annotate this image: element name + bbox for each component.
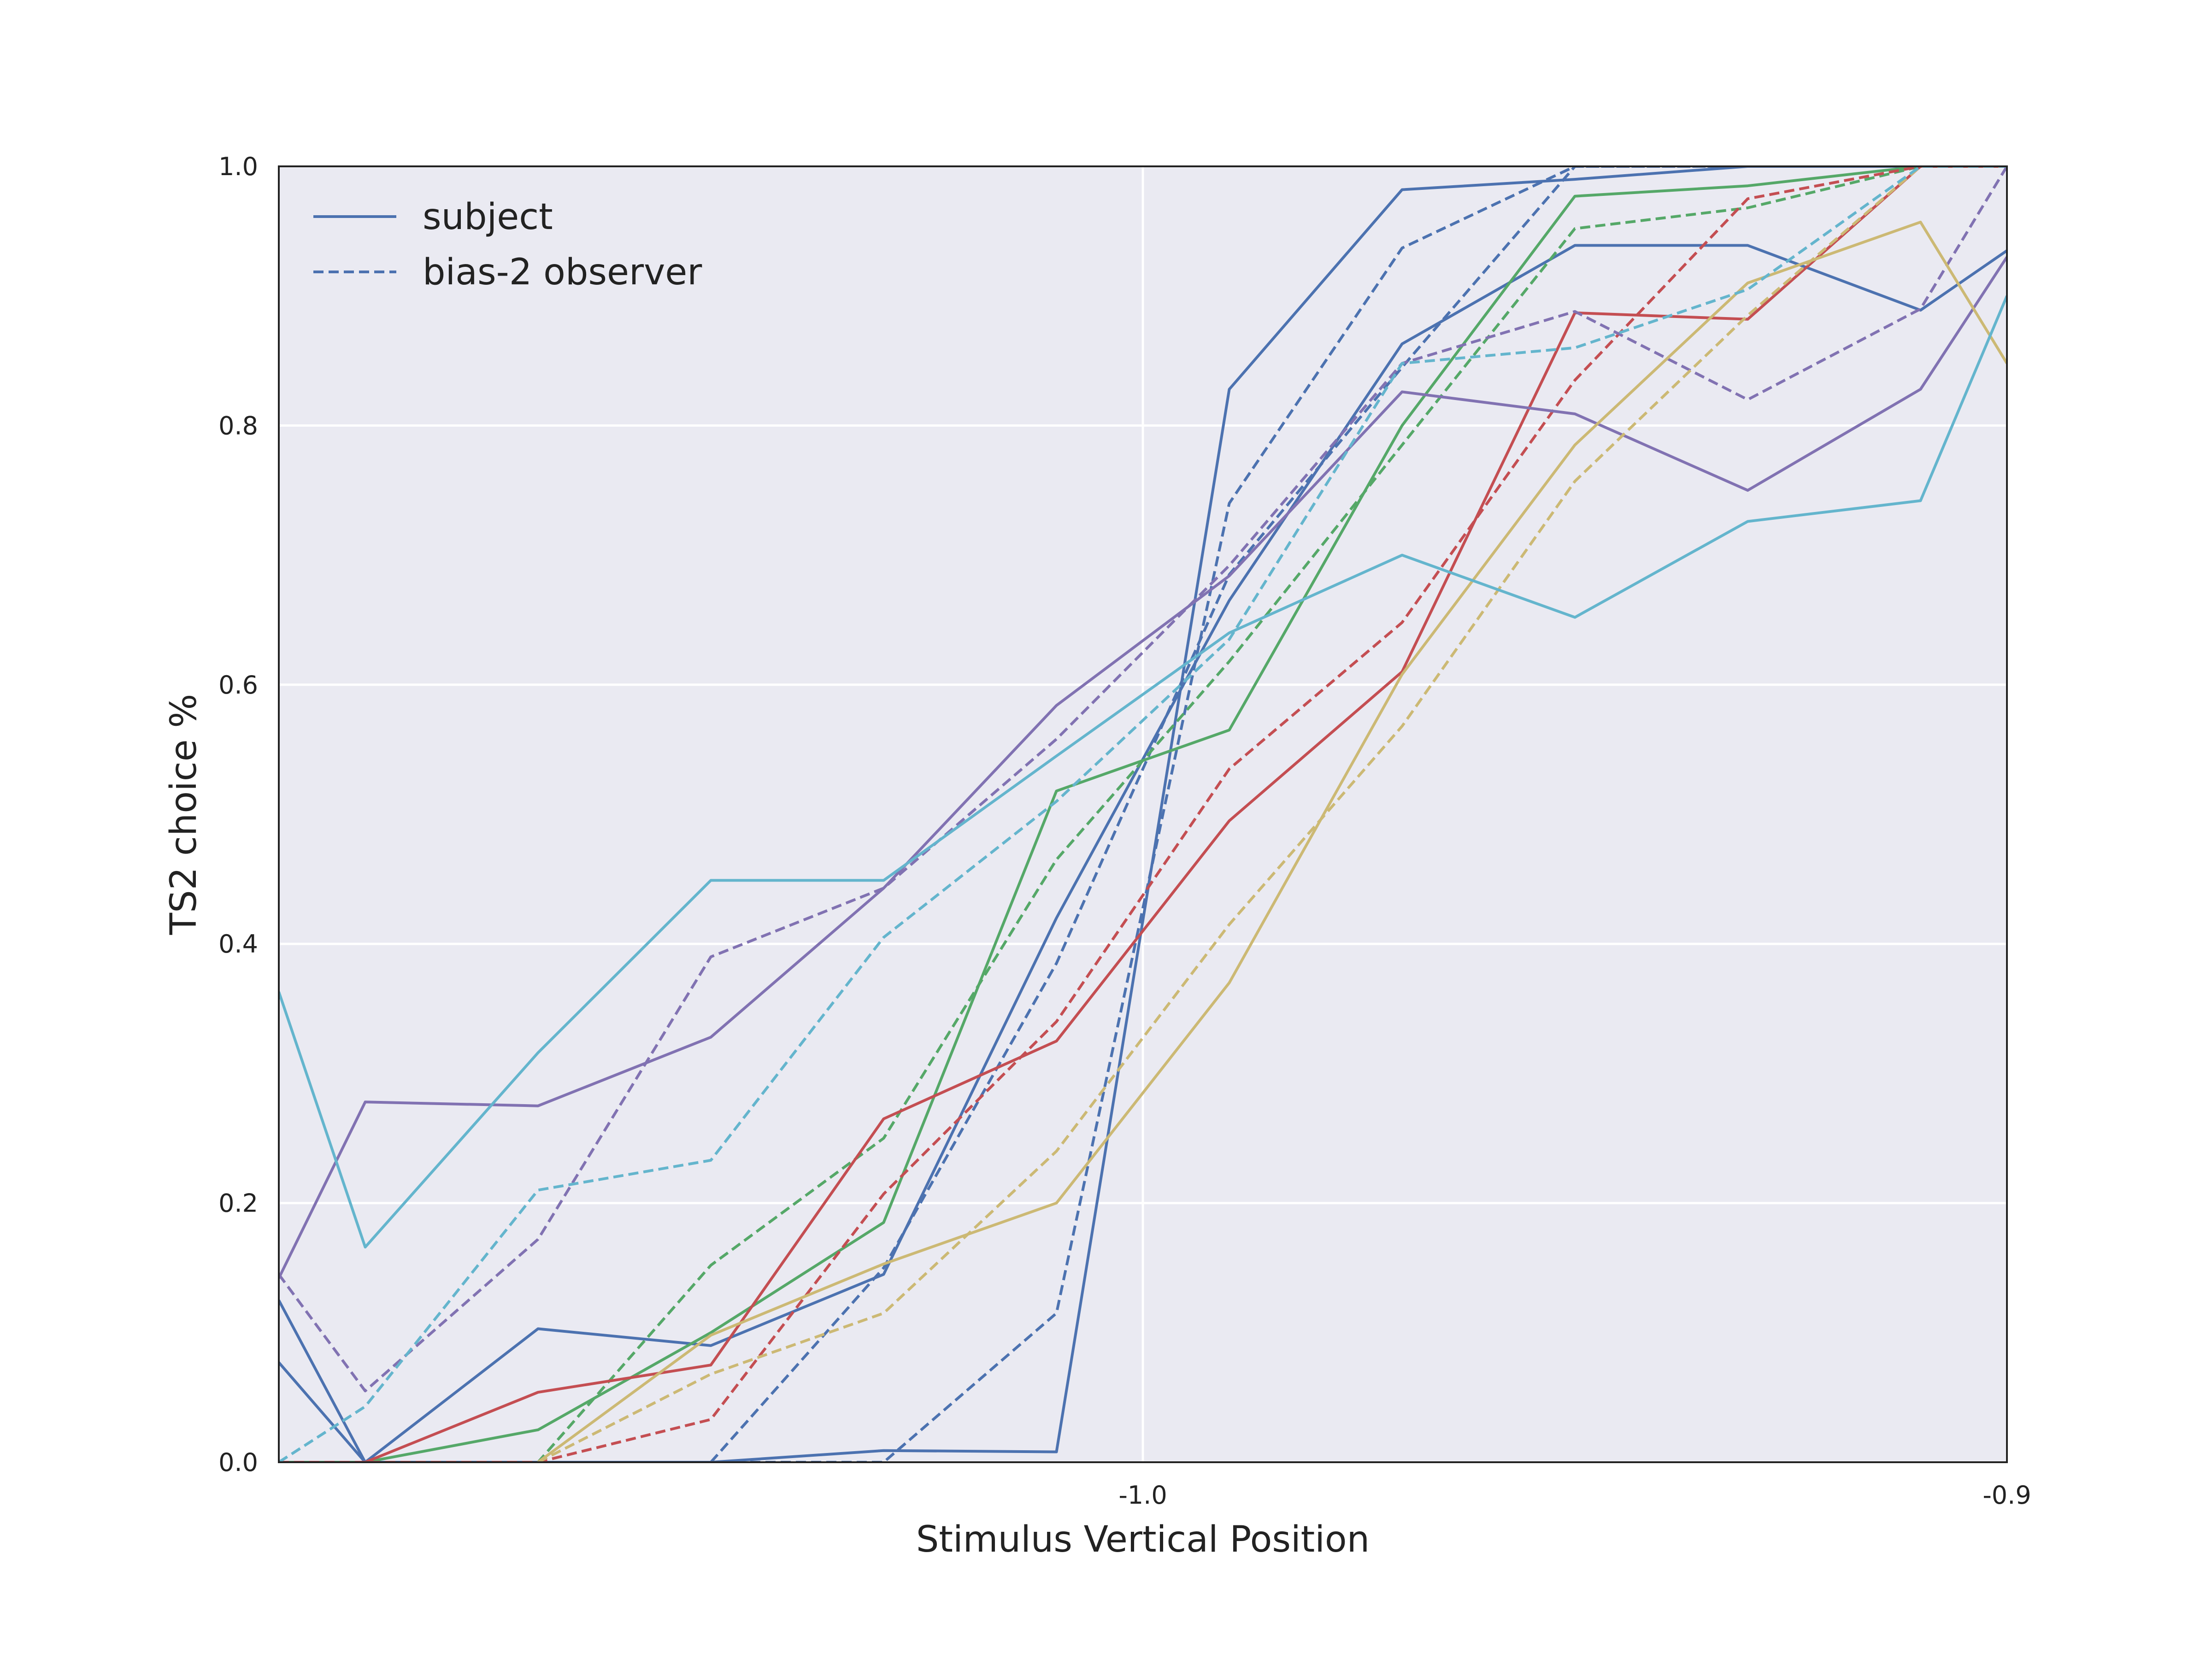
y-tick-label-1: 0.2 — [218, 1189, 258, 1218]
y-tick-label-5: 1.0 — [218, 152, 258, 181]
legend-label-bias-2-observer: bias-2 observer — [423, 252, 702, 293]
x-tick-label-1: -0.9 — [1983, 1481, 2031, 1510]
y-tick-labels: 0.0 0.2 0.4 0.6 0.8 1.0 — [218, 152, 258, 1477]
legend-label-subject: subject — [423, 196, 553, 238]
y-tick-label-2: 0.4 — [218, 930, 258, 959]
x-axis-label: Stimulus Vertical Position — [916, 1519, 1370, 1560]
y-tick-label-0: 0.0 — [218, 1448, 258, 1477]
y-axis-label: TS2 choice % — [163, 694, 205, 935]
y-tick-label-4: 0.8 — [218, 411, 258, 440]
x-tick-labels: -1.0 -0.9 — [1118, 1481, 2031, 1510]
x-tick-label-0: -1.0 — [1118, 1481, 1167, 1510]
y-tick-label-3: 0.6 — [218, 671, 258, 700]
